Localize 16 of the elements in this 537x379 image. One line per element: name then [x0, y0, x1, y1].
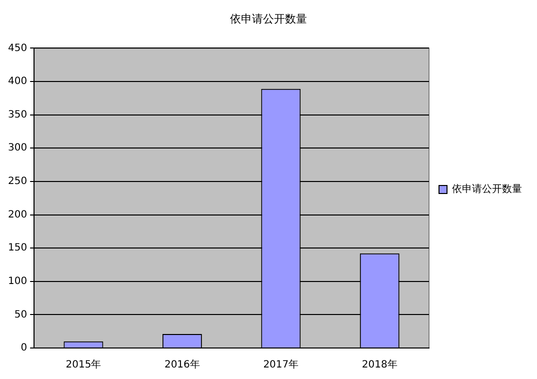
y-tick-label: 450	[8, 42, 28, 54]
x-tick-label: 2018年	[362, 358, 398, 371]
y-tick-label: 50	[14, 309, 28, 320]
x-tick-label: 2017年	[263, 358, 299, 371]
x-tick-label: 2015年	[66, 358, 102, 371]
y-tick-label: 0	[20, 342, 28, 354]
y-tick-label: 200	[8, 209, 28, 220]
y-tick-label: 150	[8, 242, 28, 254]
chart-title: 依申请公开数量	[230, 12, 307, 26]
legend-label: 依申请公开数量	[452, 183, 522, 196]
y-tick-label: 250	[8, 176, 28, 188]
x-tick-label: 2016年	[164, 358, 200, 371]
y-tick-label: 300	[8, 142, 28, 154]
y-tick-label: 100	[8, 276, 28, 287]
y-tick-label: 400	[8, 76, 28, 88]
y-tick-label: 350	[8, 109, 28, 120]
